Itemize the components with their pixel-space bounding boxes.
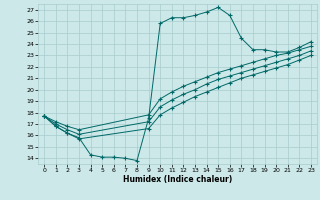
X-axis label: Humidex (Indice chaleur): Humidex (Indice chaleur) xyxy=(123,175,232,184)
